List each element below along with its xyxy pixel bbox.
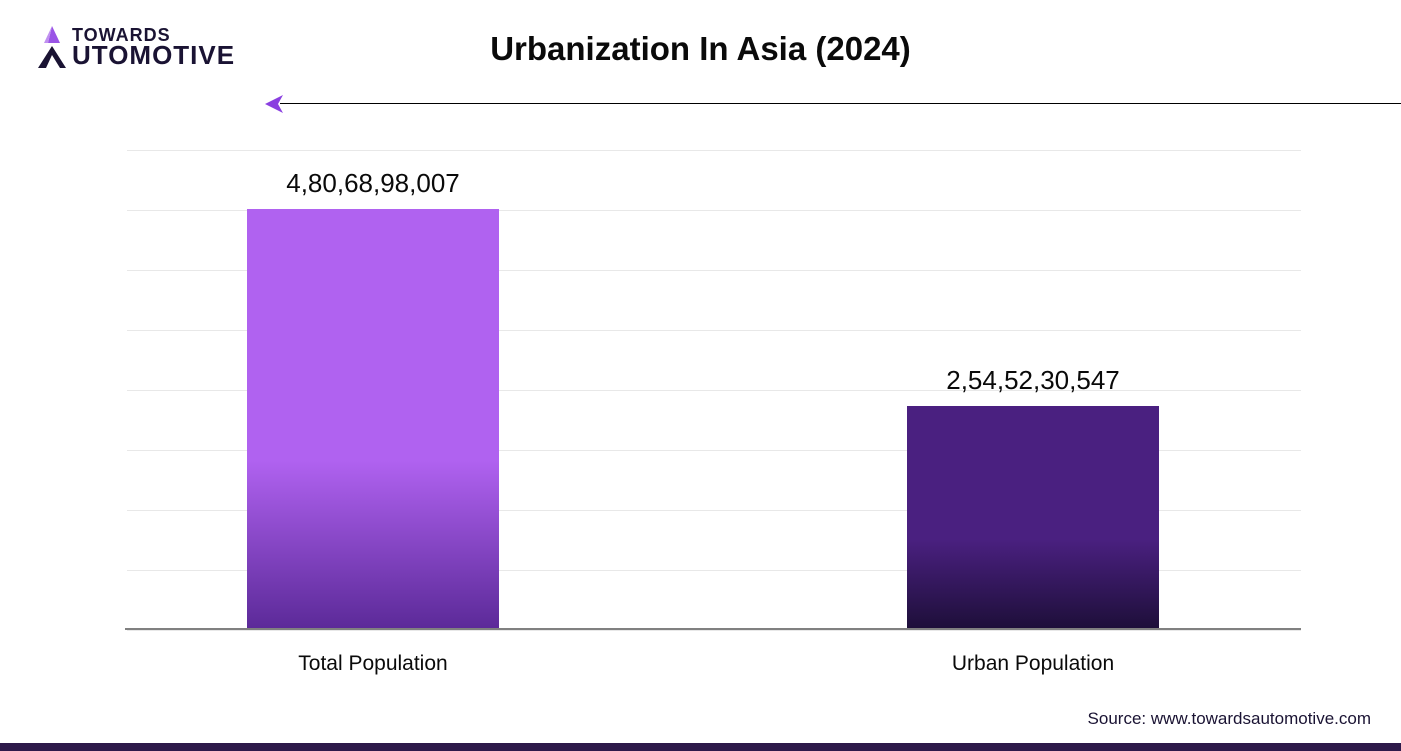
title-divider [265, 94, 1401, 114]
source-text: Source: www.towardsautomotive.com [1088, 709, 1371, 729]
chart-title: Urbanization In Asia (2024) [0, 30, 1401, 68]
bar-1 [907, 406, 1159, 628]
bottom-strip [0, 743, 1401, 751]
bar-chart: 4,80,68,98,007Total Population2,54,52,30… [127, 150, 1301, 630]
bar-value-label-0: 4,80,68,98,007 [207, 168, 539, 199]
bar-value-label-1: 2,54,52,30,547 [867, 365, 1199, 396]
bar-0 [247, 209, 499, 629]
gridline [127, 630, 1301, 631]
bar-category-label-1: Urban Population [883, 652, 1183, 676]
chart-baseline [125, 628, 1301, 630]
infographic-page: TOWARDS UTOMOTIVE Urbanization In Asia (… [0, 0, 1401, 751]
divider-line [280, 103, 1401, 104]
chart-bars: 4,80,68,98,007Total Population2,54,52,30… [127, 150, 1301, 628]
bar-category-label-0: Total Population [223, 652, 523, 676]
arrow-left-icon [265, 94, 287, 114]
